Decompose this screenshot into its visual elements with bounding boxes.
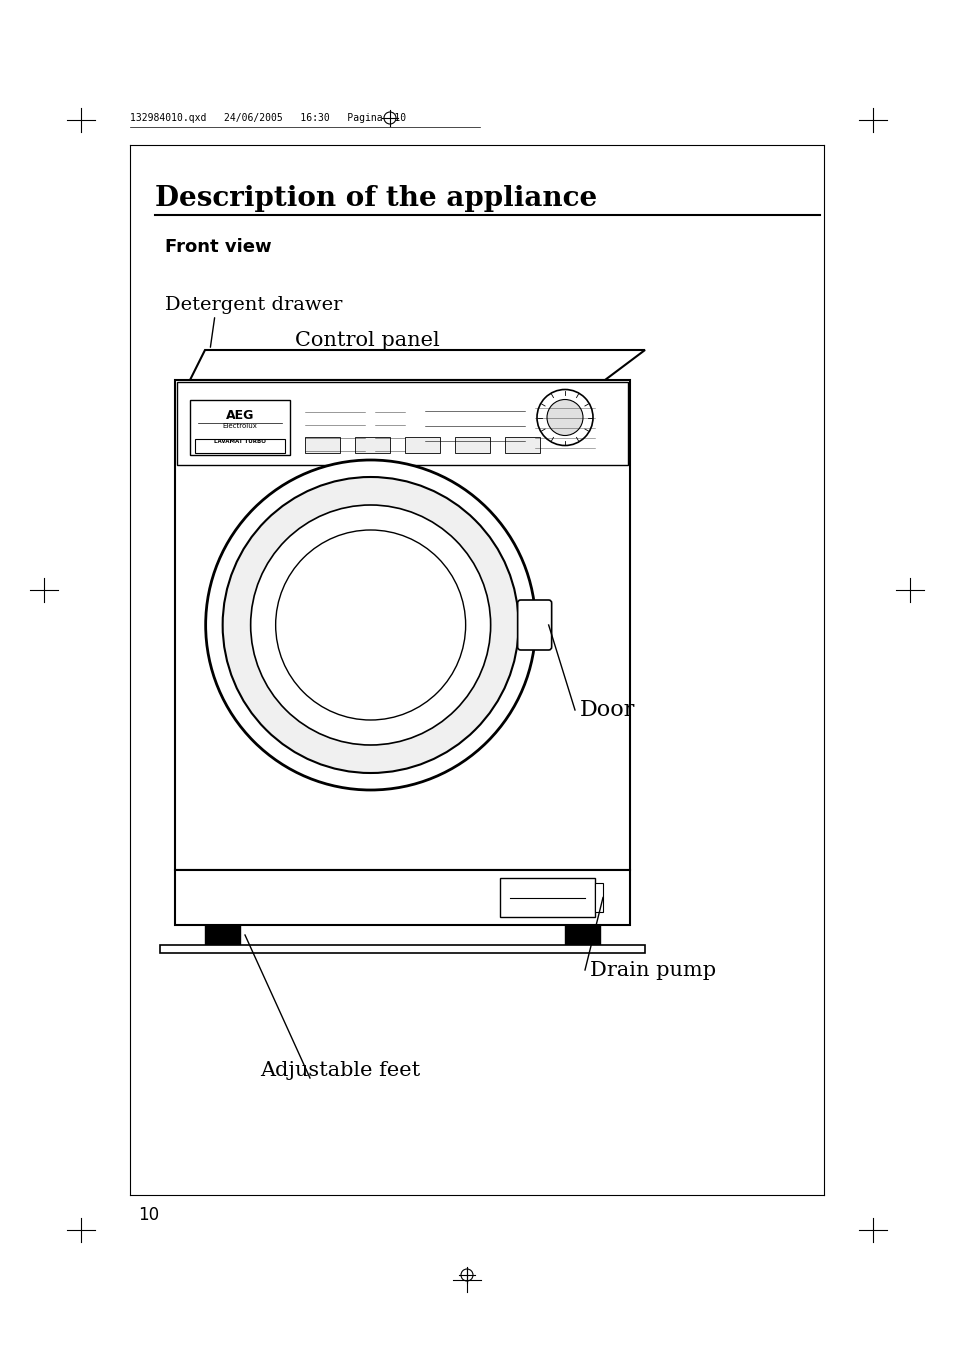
Bar [595,884,602,912]
Circle shape [537,389,593,446]
Bar [174,870,629,925]
Bar [160,944,644,952]
Bar [305,436,339,453]
Bar [355,436,390,453]
Circle shape [222,477,518,773]
Circle shape [206,459,535,790]
Text: 132984010.qxd   24/06/2005   16:30   Pagina  10: 132984010.qxd 24/06/2005 16:30 Pagina 10 [130,113,406,123]
Bar [174,380,629,870]
Bar [499,878,595,917]
Bar [177,382,627,465]
Circle shape [251,505,490,744]
Bar [190,400,290,455]
Circle shape [275,530,465,720]
Bar [194,439,285,453]
Bar [205,925,240,944]
Circle shape [546,400,582,435]
FancyBboxPatch shape [517,600,551,650]
Text: Control panel: Control panel [294,331,439,350]
Text: 10: 10 [138,1206,159,1224]
Text: Description of the appliance: Description of the appliance [154,185,597,212]
Polygon shape [190,350,644,380]
Text: Detergent drawer: Detergent drawer [165,296,342,313]
Text: AEG: AEG [226,409,253,422]
Bar [405,436,439,453]
Text: LAVAMAT TURBO: LAVAMAT TURBO [213,439,266,443]
Text: Electrolux: Electrolux [222,423,257,430]
Bar [455,436,490,453]
Text: Door: Door [579,698,635,721]
Text: Adjustable feet: Adjustable feet [260,1061,420,1079]
Text: Drain pump: Drain pump [589,961,716,979]
Text: Front view: Front view [165,238,272,255]
Bar [564,925,599,944]
Bar [504,436,539,453]
